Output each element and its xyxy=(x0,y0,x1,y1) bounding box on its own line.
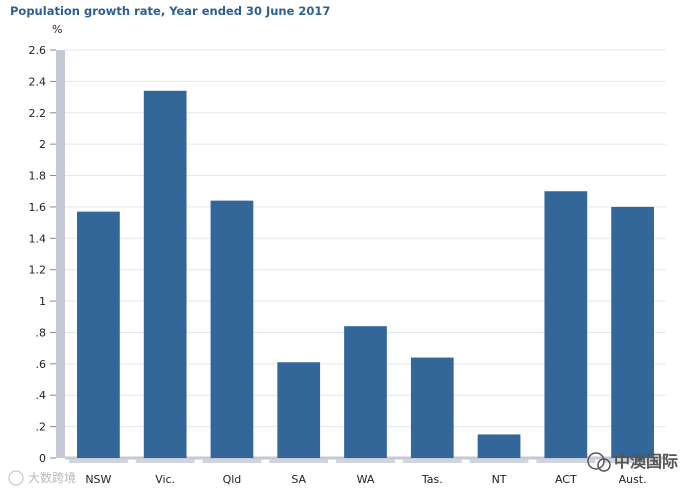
y-tick-label: 1 xyxy=(39,295,46,308)
y-tick-label: 0 xyxy=(39,452,46,465)
bar-nt xyxy=(477,434,521,458)
category-label: NSW xyxy=(85,473,111,486)
watermark-right: 中澳国际 xyxy=(587,452,678,472)
category-label: ACT xyxy=(555,473,577,486)
category-label: Qld xyxy=(223,473,242,486)
y-tick-label: 2.2 xyxy=(29,107,47,120)
x-axis-strip xyxy=(69,459,662,463)
chart-title: Population growth rate, Year ended 30 Ju… xyxy=(10,4,331,18)
category-label: Aust. xyxy=(619,473,647,486)
watermark-right-text: 中澳国际 xyxy=(614,452,678,471)
bar-aust xyxy=(611,206,654,458)
watermark-left: 大数跨境 xyxy=(8,470,76,486)
watermark-left-text: 大数跨境 xyxy=(28,470,76,485)
y-tick-label: 2 xyxy=(39,138,46,151)
x-axis-segment xyxy=(269,459,329,463)
category-label: WA xyxy=(357,473,375,486)
y-ticks: 0 .2 .4 .6 .8 1 1.2 1.4 1.6 1.8 2 2.2 2.4 2.6 xyxy=(29,44,56,465)
y-tick-label: 1.6 xyxy=(29,201,47,214)
y-axis-unit-label: % xyxy=(52,23,62,36)
watermark-left-logo-icon xyxy=(8,470,24,486)
x-axis-segment xyxy=(135,459,195,463)
bar-vic xyxy=(143,90,187,459)
category-label: Vic. xyxy=(155,473,175,486)
x-axis-segment xyxy=(69,459,128,463)
y-tick-label: .8 xyxy=(36,326,47,339)
category-labels: NSW Vic. Qld SA WA Tas. NT ACT Aust. xyxy=(85,473,646,486)
bar-qld xyxy=(210,200,254,458)
watermark-right-logo-icon-part xyxy=(597,458,611,472)
bar-tas xyxy=(410,357,454,458)
watermark-right-logo-icon xyxy=(587,452,605,470)
y-axis-strip xyxy=(56,50,65,458)
bar-sa xyxy=(277,362,321,458)
category-label: Tas. xyxy=(421,473,443,486)
y-tick-label: 1.2 xyxy=(29,264,47,277)
y-tick-label: 1.8 xyxy=(29,170,47,183)
y-tick-label: .4 xyxy=(36,389,47,402)
x-axis-segment xyxy=(469,459,529,463)
y-tick-label: 2.4 xyxy=(29,75,47,88)
bar-act xyxy=(544,191,588,458)
bar-wa xyxy=(344,326,387,458)
x-axis-segment xyxy=(536,459,596,463)
x-axis-segment xyxy=(603,459,662,463)
x-axis-segment xyxy=(402,459,462,463)
x-axis-segment xyxy=(202,459,262,463)
bar-nsw xyxy=(77,211,120,458)
category-label: SA xyxy=(291,473,306,486)
y-tick-label: .6 xyxy=(36,358,47,371)
y-tick-label: 2.6 xyxy=(29,44,47,57)
x-axis-segment xyxy=(336,459,395,463)
category-label: NT xyxy=(492,473,507,486)
bars xyxy=(77,90,654,459)
y-tick-label: 1.4 xyxy=(29,232,47,245)
y-tick-label: .2 xyxy=(36,421,47,434)
